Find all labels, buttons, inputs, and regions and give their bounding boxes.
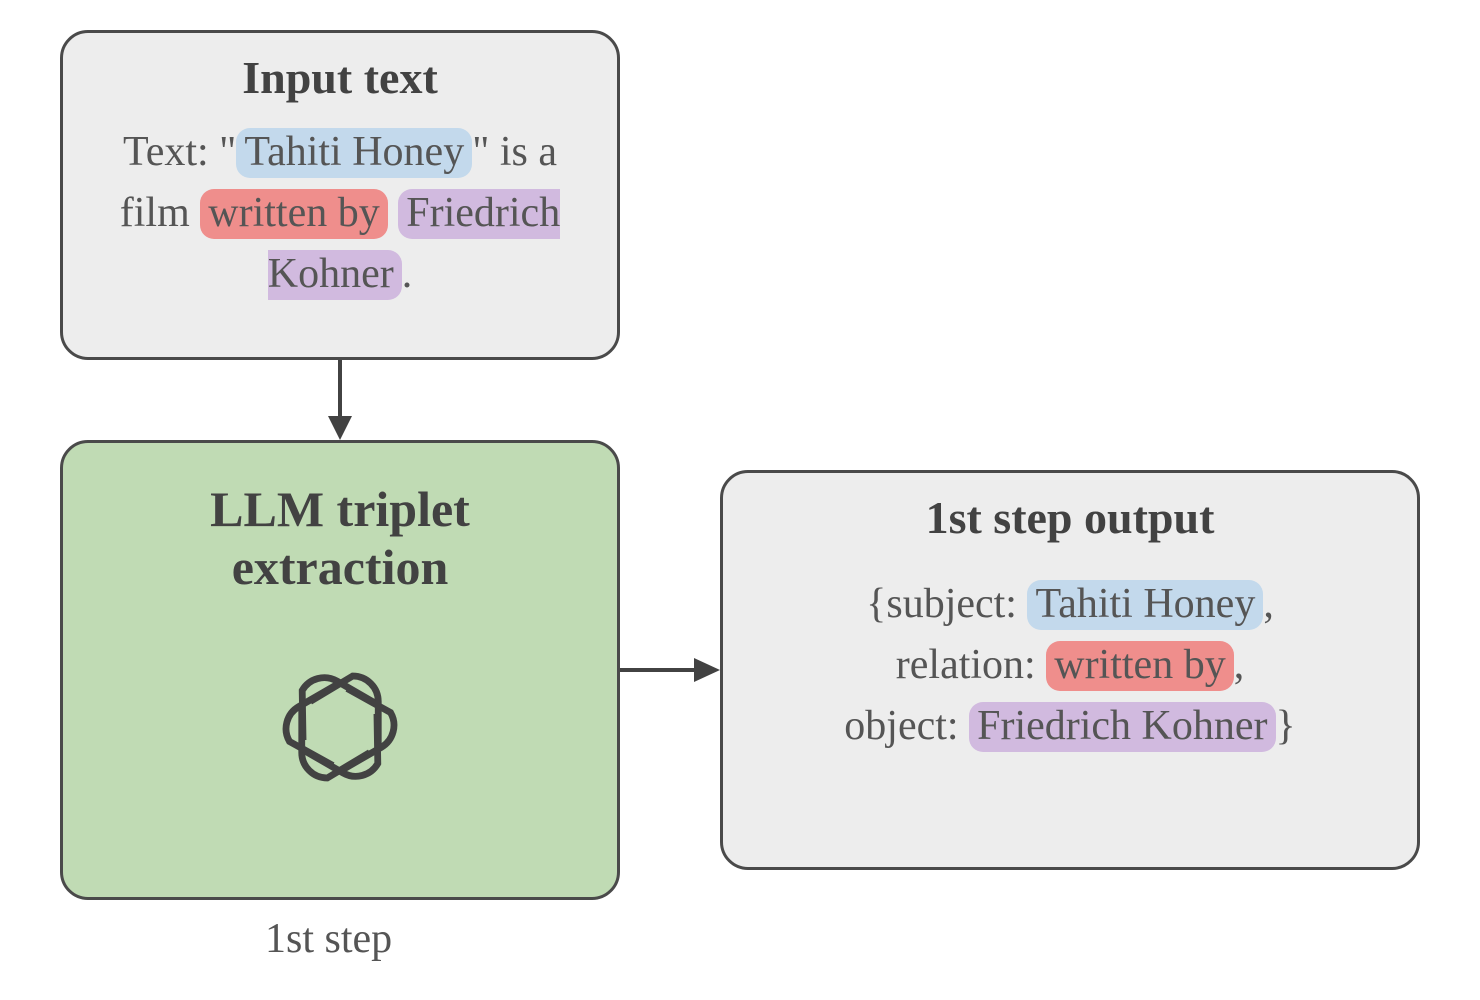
input-subject-highlight: Tahiti Honey bbox=[236, 128, 472, 178]
output-subject-highlight: Tahiti Honey bbox=[1027, 580, 1263, 630]
llm-title: LLM triplet extraction bbox=[87, 481, 593, 596]
output-object-highlight: Friedrich Kohner bbox=[969, 702, 1275, 752]
output-relation-highlight: written by bbox=[1046, 641, 1233, 691]
output-relation-label: relation: bbox=[896, 642, 1046, 688]
input-content: Text: "Tahiti Honey" is a film written b… bbox=[87, 122, 593, 305]
output-subject-label: subject: bbox=[886, 581, 1027, 627]
output-comma2: , bbox=[1234, 642, 1245, 688]
step-label: 1st step bbox=[265, 915, 392, 963]
input-relation-highlight: written by bbox=[200, 189, 387, 239]
input-prefix: Text: " bbox=[123, 129, 236, 175]
input-text-box: Input text Text: "Tahiti Honey" is a fil… bbox=[60, 30, 620, 360]
output-object-label: object: bbox=[844, 703, 969, 749]
input-mid2 bbox=[388, 190, 399, 236]
output-box: 1st step output {subject: Tahiti Honey, … bbox=[720, 470, 1420, 870]
diagram-container: Input text Text: "Tahiti Honey" is a fil… bbox=[0, 0, 1480, 1000]
input-suffix: . bbox=[402, 251, 413, 297]
llm-box: LLM triplet extraction bbox=[60, 440, 620, 900]
output-title: 1st step output bbox=[747, 491, 1393, 544]
output-close: } bbox=[1276, 703, 1296, 749]
input-title: Input text bbox=[87, 51, 593, 104]
arrow-input-to-llm bbox=[320, 360, 360, 442]
output-content: {subject: Tahiti Honey, relation: writte… bbox=[747, 574, 1393, 757]
output-comma1: , bbox=[1263, 581, 1274, 627]
arrow-llm-to-output bbox=[620, 650, 720, 690]
llm-title-line1: LLM triplet bbox=[210, 481, 470, 537]
output-open: { bbox=[866, 581, 886, 627]
llm-title-line2: extraction bbox=[232, 539, 449, 595]
openai-icon bbox=[255, 642, 425, 817]
